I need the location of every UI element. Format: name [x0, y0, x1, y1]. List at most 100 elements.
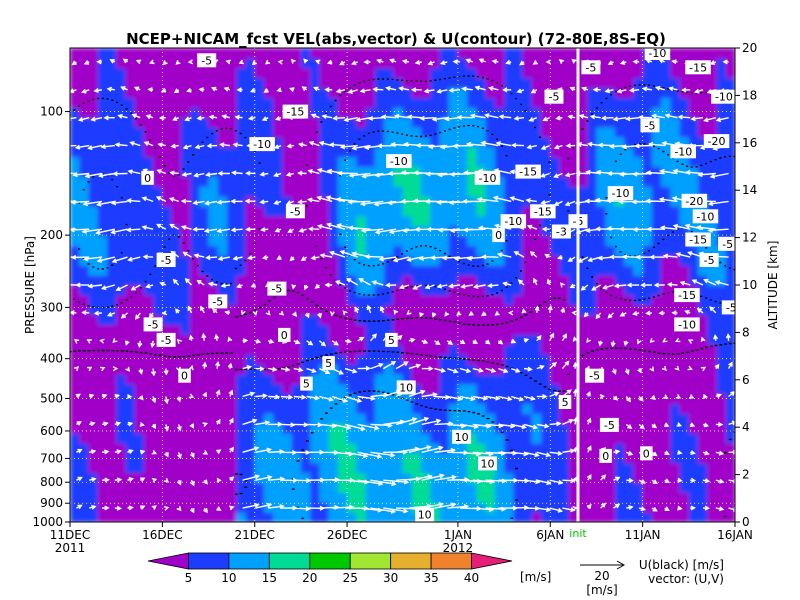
- speed-cell: [624, 67, 635, 79]
- wind-vector: [148, 312, 154, 319]
- speed-cell: [531, 215, 542, 227]
- speed-cell: [337, 512, 348, 522]
- speed-cell: [642, 176, 653, 187]
- wind-vector: [536, 423, 550, 429]
- colorbar-swatch: [268, 552, 311, 570]
- speed-cell: [596, 57, 607, 69]
- speed-cell: [365, 373, 376, 385]
- speed-cell: [143, 354, 154, 365]
- wind-vector: [259, 199, 269, 205]
- speed-cell: [420, 423, 431, 434]
- speed-cell: [245, 215, 256, 227]
- speed-cell: [384, 127, 394, 138]
- speed-cell: [485, 314, 496, 326]
- speed-cell: [522, 462, 533, 474]
- speed-cell: [227, 275, 237, 286]
- speed-cell: [217, 403, 228, 414]
- speed-cell: [310, 225, 320, 237]
- speed-cell: [559, 314, 570, 326]
- speed-cell: [300, 127, 311, 138]
- speed-cell: [310, 324, 320, 335]
- speed-cell: [300, 423, 311, 434]
- speed-cell: [273, 48, 284, 59]
- wind-vector: [127, 505, 134, 511]
- wind-vector: [491, 59, 499, 65]
- speed-cell: [374, 334, 385, 345]
- speed-cell: [180, 334, 191, 345]
- speed-cell: [236, 97, 247, 108]
- speed-cell: [550, 393, 561, 405]
- wind-vector: [82, 200, 103, 207]
- speed-cell: [180, 304, 191, 316]
- wind-vector: [242, 446, 260, 453]
- wind-vector: [662, 253, 678, 259]
- speed-cell: [254, 57, 265, 69]
- wind-vector: [114, 449, 122, 455]
- speed-cell: [310, 413, 320, 424]
- speed-cell: [698, 77, 708, 89]
- speed-cell: [356, 364, 367, 375]
- speed-cell: [661, 462, 671, 474]
- speed-cell: [88, 492, 99, 503]
- wind-vector: [242, 338, 249, 344]
- wind-vector: [273, 172, 282, 178]
- wind-vector: [351, 60, 358, 66]
- speed-cell: [70, 48, 80, 59]
- speed-cell: [577, 502, 588, 513]
- speed-cell: [300, 255, 311, 266]
- speed-cell: [550, 314, 561, 326]
- wind-vector: [188, 393, 195, 399]
- speed-cell: [698, 443, 708, 454]
- wind-vector: [510, 367, 521, 373]
- speed-cell: [310, 255, 320, 266]
- speed-cell: [217, 186, 228, 197]
- speed-cell: [199, 87, 210, 98]
- speed-cell: [707, 176, 718, 187]
- speed-cell: [236, 245, 247, 256]
- speed-cell: [439, 502, 450, 513]
- wind-vector: [210, 86, 218, 92]
- speed-cell: [190, 462, 200, 474]
- speed-cell: [153, 196, 163, 207]
- speed-cell: [420, 383, 431, 395]
- speed-cell: [457, 314, 468, 326]
- speed-cell: [504, 255, 514, 266]
- wind-vector: [497, 339, 504, 345]
- speed-cell: [337, 255, 348, 266]
- speed-cell: [513, 67, 524, 79]
- speed-cell: [411, 77, 422, 89]
- speed-cell: [291, 215, 302, 227]
- speed-cell: [420, 393, 431, 405]
- speed-cell: [605, 403, 616, 414]
- speed-cell: [70, 324, 80, 335]
- speed-cell: [153, 215, 163, 227]
- wind-vector: [668, 86, 678, 92]
- speed-cell: [162, 225, 173, 237]
- speed-cell: [97, 166, 108, 177]
- wind-vector: [147, 87, 154, 93]
- speed-cell: [596, 156, 607, 168]
- speed-cell: [513, 127, 524, 138]
- speed-cell: [328, 127, 339, 138]
- wind-vector: [273, 144, 282, 149]
- speed-cell: [356, 354, 367, 365]
- speed-cell: [365, 423, 376, 434]
- speed-cell: [651, 462, 662, 474]
- speed-cell: [347, 482, 357, 493]
- speed-cell: [559, 206, 570, 217]
- wind-vector: [168, 197, 179, 203]
- speed-cell: [568, 304, 579, 316]
- speed-cell: [716, 285, 727, 296]
- wind-vector: [268, 366, 278, 372]
- wind-vector: [173, 88, 180, 94]
- speed-cell: [494, 107, 505, 118]
- wind-vector: [517, 279, 525, 286]
- contour-label: -10: [711, 89, 735, 104]
- wind-vector: [303, 58, 309, 64]
- speed-cell: [227, 176, 237, 187]
- speed-cell: [707, 393, 718, 405]
- wind-vector: [242, 502, 260, 509]
- speed-cell: [577, 314, 588, 326]
- speed-cell: [494, 452, 505, 464]
- speed-cell: [670, 87, 681, 98]
